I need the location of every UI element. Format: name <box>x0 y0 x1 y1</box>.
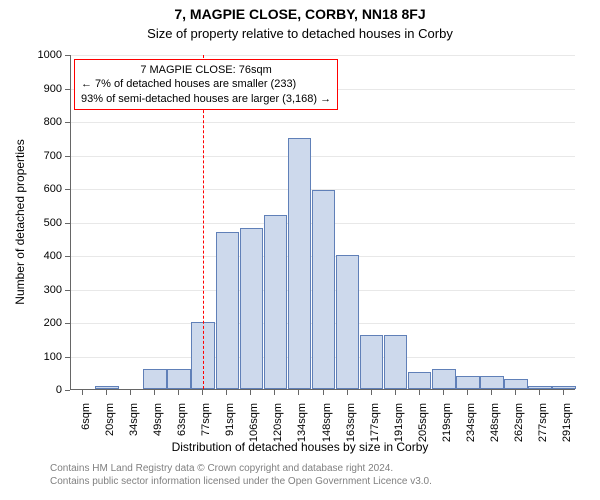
xtick-mark <box>226 390 227 395</box>
xtick-label: 291sqm <box>561 403 573 447</box>
ytick-label: 1000 <box>30 49 62 61</box>
gridline <box>71 156 575 157</box>
xtick-mark <box>202 390 203 395</box>
xtick-label: 77sqm <box>200 403 212 447</box>
chart-title-sub: Size of property relative to detached ho… <box>0 26 600 41</box>
ytick-label: 900 <box>30 83 62 95</box>
xtick-label: 34sqm <box>128 403 140 447</box>
plot-area: 7 MAGPIE CLOSE: 76sqm ← 7% of detached h… <box>70 55 575 390</box>
histogram-bar <box>552 386 576 389</box>
annotation-line1: 7 MAGPIE CLOSE: 76sqm <box>81 63 331 77</box>
xtick-label: 120sqm <box>272 403 284 447</box>
ytick-mark <box>65 223 70 224</box>
xtick-label: 248sqm <box>489 403 501 447</box>
ytick-mark <box>65 55 70 56</box>
histogram-bar <box>216 232 240 389</box>
y-axis-label: Number of detached properties <box>13 122 27 322</box>
ytick-label: 800 <box>30 116 62 128</box>
xtick-mark <box>467 390 468 395</box>
xtick-mark <box>347 390 348 395</box>
ytick-mark <box>65 323 70 324</box>
histogram-bar <box>336 255 360 389</box>
ytick-mark <box>65 189 70 190</box>
ytick-mark <box>65 122 70 123</box>
xtick-label: 134sqm <box>296 403 308 447</box>
ytick-label: 100 <box>30 351 62 363</box>
ytick-label: 500 <box>30 217 62 229</box>
chart-title-main: 7, MAGPIE CLOSE, CORBY, NN18 8FJ <box>0 6 600 22</box>
annotation-box: 7 MAGPIE CLOSE: 76sqm ← 7% of detached h… <box>74 59 338 110</box>
xtick-label: 163sqm <box>345 403 357 447</box>
ytick-mark <box>65 256 70 257</box>
xtick-mark <box>395 390 396 395</box>
histogram-bar <box>95 386 119 389</box>
ytick-label: 400 <box>30 250 62 262</box>
xtick-mark <box>419 390 420 395</box>
gridline <box>71 55 575 56</box>
ytick-mark <box>65 290 70 291</box>
xtick-mark <box>491 390 492 395</box>
ytick-mark <box>65 357 70 358</box>
histogram-chart: 7, MAGPIE CLOSE, CORBY, NN18 8FJ Size of… <box>0 0 600 500</box>
ytick-label: 600 <box>30 183 62 195</box>
xtick-mark <box>443 390 444 395</box>
histogram-bar <box>312 190 336 389</box>
xtick-label: 6sqm <box>80 403 92 447</box>
xtick-label: 277sqm <box>537 403 549 447</box>
xtick-label: 20sqm <box>104 403 116 447</box>
ytick-label: 0 <box>30 384 62 396</box>
xtick-label: 148sqm <box>321 403 333 447</box>
xtick-mark <box>371 390 372 395</box>
histogram-bar <box>264 215 288 389</box>
histogram-bar <box>288 138 312 389</box>
histogram-bar <box>528 386 552 389</box>
histogram-bar <box>360 335 384 389</box>
xtick-mark <box>323 390 324 395</box>
xtick-mark <box>178 390 179 395</box>
xtick-mark <box>515 390 516 395</box>
xtick-mark <box>563 390 564 395</box>
xtick-mark <box>298 390 299 395</box>
ytick-mark <box>65 89 70 90</box>
ytick-mark <box>65 156 70 157</box>
histogram-bar <box>480 376 504 389</box>
xtick-label: 219sqm <box>441 403 453 447</box>
ytick-label: 200 <box>30 317 62 329</box>
histogram-bar <box>240 228 264 389</box>
xtick-label: 49sqm <box>152 403 164 447</box>
xtick-label: 205sqm <box>417 403 429 447</box>
xtick-mark <box>250 390 251 395</box>
histogram-bar <box>408 372 432 389</box>
annotation-line3: 93% of semi-detached houses are larger (… <box>81 92 331 106</box>
xtick-label: 177sqm <box>369 403 381 447</box>
ytick-label: 300 <box>30 284 62 296</box>
attribution: Contains HM Land Registry data © Crown c… <box>50 462 432 488</box>
xtick-mark <box>82 390 83 395</box>
attribution-line1: Contains HM Land Registry data © Crown c… <box>50 462 432 475</box>
attribution-line2: Contains public sector information licen… <box>50 475 432 488</box>
histogram-bar <box>504 379 528 389</box>
ytick-mark <box>65 390 70 391</box>
xtick-mark <box>130 390 131 395</box>
xtick-label: 191sqm <box>393 403 405 447</box>
gridline <box>71 122 575 123</box>
histogram-bar <box>167 369 191 389</box>
xtick-mark <box>154 390 155 395</box>
histogram-bar <box>143 369 167 389</box>
histogram-bar <box>456 376 480 389</box>
xtick-mark <box>274 390 275 395</box>
annotation-line2: ← 7% of detached houses are smaller (233… <box>81 77 331 91</box>
xtick-label: 63sqm <box>176 403 188 447</box>
histogram-bar <box>432 369 456 389</box>
xtick-label: 91sqm <box>224 403 236 447</box>
xtick-mark <box>539 390 540 395</box>
ytick-label: 700 <box>30 150 62 162</box>
xtick-mark <box>106 390 107 395</box>
histogram-bar <box>384 335 408 389</box>
xtick-label: 262sqm <box>513 403 525 447</box>
xtick-label: 106sqm <box>248 403 260 447</box>
xtick-label: 234sqm <box>465 403 477 447</box>
